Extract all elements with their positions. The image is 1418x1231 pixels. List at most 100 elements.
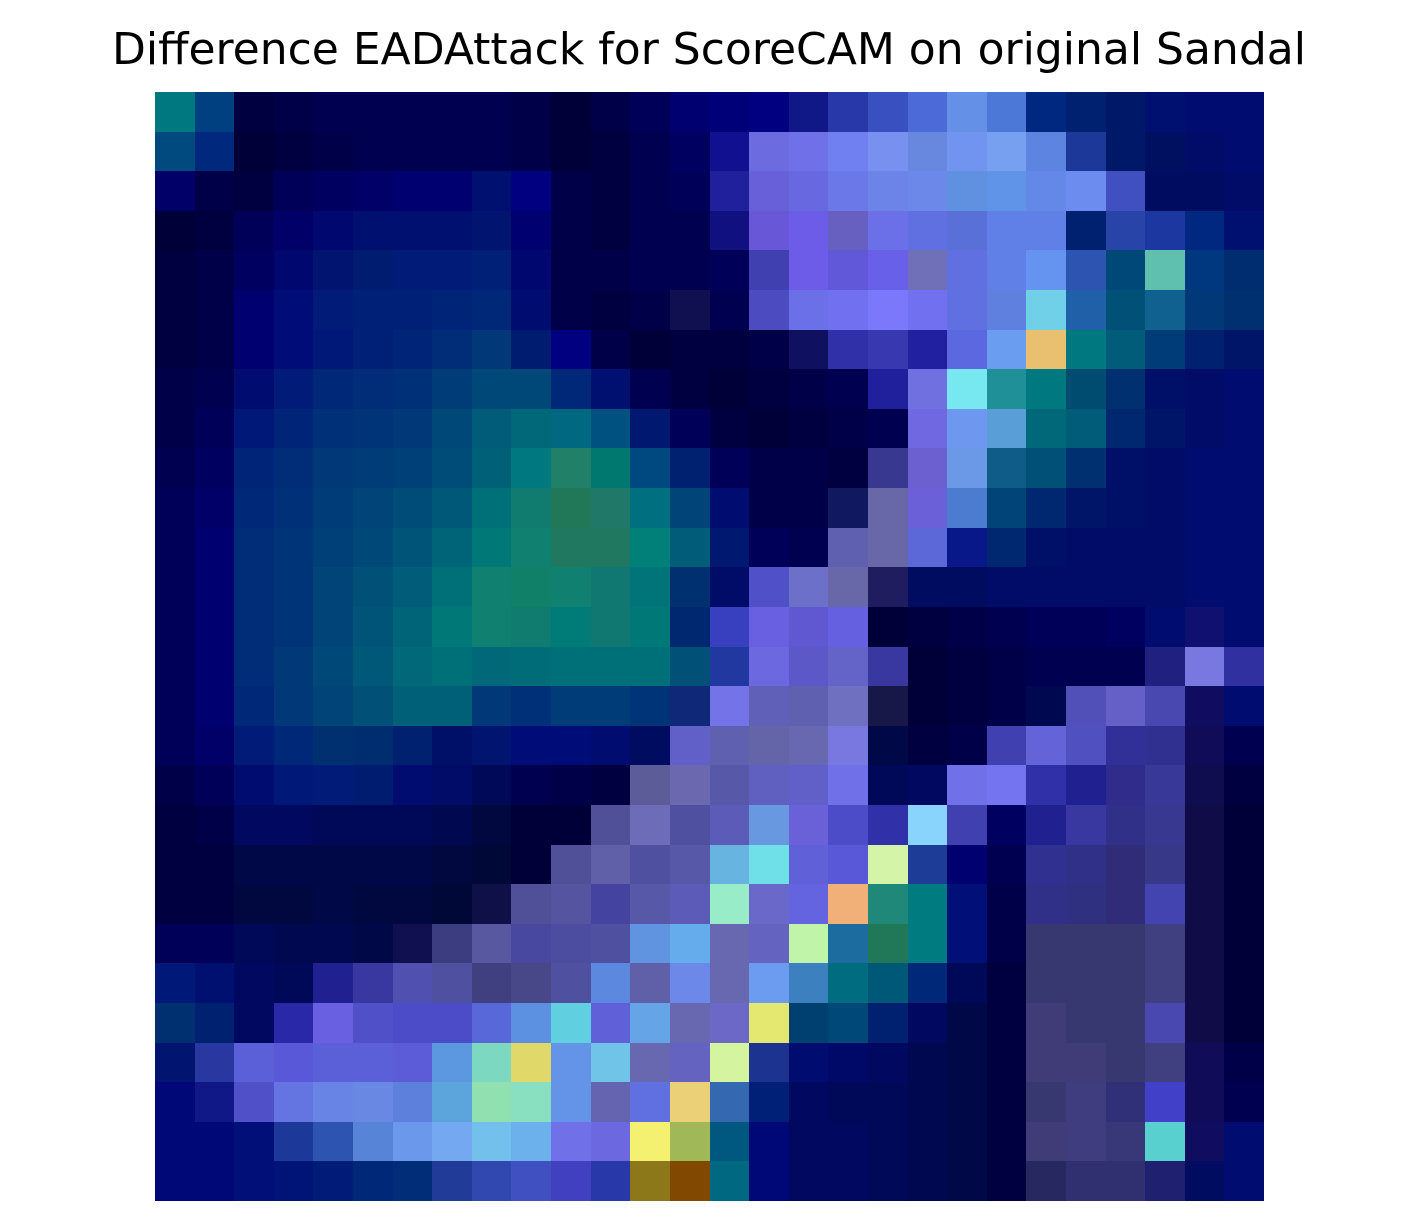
heatmap-cell	[867, 1121, 908, 1162]
heatmap-cell	[471, 765, 512, 805]
heatmap-cell	[867, 606, 908, 647]
heatmap-cell	[749, 884, 789, 924]
heatmap-cell	[1184, 1082, 1225, 1122]
heatmap-cell	[511, 369, 552, 409]
heatmap-cell	[353, 686, 393, 726]
heatmap-cell	[194, 1002, 235, 1043]
heatmap-cell	[669, 1121, 710, 1162]
heatmap-cell	[1026, 567, 1066, 607]
heatmap-cell	[1105, 92, 1146, 132]
heatmap-cell	[353, 448, 393, 489]
heatmap-cell	[986, 408, 1027, 449]
heatmap-cell	[907, 92, 948, 132]
heatmap-cell	[471, 131, 512, 172]
heatmap-cell	[392, 1082, 433, 1122]
heatmap-cell	[273, 408, 314, 449]
heatmap-cell	[1184, 765, 1225, 805]
heatmap-cell	[194, 290, 235, 330]
heatmap-cell	[1065, 1082, 1106, 1122]
heatmap-cell	[273, 210, 314, 251]
heatmap-cell	[551, 210, 591, 251]
heatmap-cell	[194, 725, 235, 766]
heatmap-cell	[828, 1121, 868, 1162]
heatmap-cell	[353, 567, 393, 607]
heatmap-cell	[234, 567, 274, 607]
heatmap-cell	[1145, 210, 1185, 251]
heatmap-cell	[551, 171, 591, 211]
heatmap-cell	[907, 765, 948, 805]
heatmap-cell	[749, 1082, 789, 1122]
heatmap-cell	[630, 329, 670, 370]
heatmap-cell	[947, 963, 987, 1003]
heatmap-cell	[947, 210, 987, 251]
heatmap-cell	[867, 408, 908, 449]
heatmap-cell	[313, 844, 354, 885]
heatmap-cell	[511, 448, 552, 489]
heatmap-cell	[1184, 725, 1225, 766]
heatmap-cell	[1065, 567, 1106, 607]
heatmap-cell	[1026, 408, 1066, 449]
heatmap-cell	[788, 92, 829, 132]
heatmap-cell	[947, 92, 987, 132]
heatmap-cell	[471, 804, 512, 845]
heatmap-cell	[907, 844, 948, 885]
heatmap-cell	[749, 1042, 789, 1083]
heatmap-cell	[234, 1161, 274, 1201]
heatmap-cell	[669, 844, 710, 885]
heatmap-cell	[273, 567, 314, 607]
heatmap-cell	[273, 92, 314, 132]
heatmap-cell	[709, 567, 750, 607]
heatmap-cell	[1026, 210, 1066, 251]
heatmap-cell	[155, 488, 195, 528]
heatmap-cell	[947, 448, 987, 489]
heatmap-cell	[788, 1002, 829, 1043]
heatmap-cell	[155, 923, 195, 964]
heatmap-cell	[788, 171, 829, 211]
heatmap-cell	[1184, 92, 1225, 132]
heatmap-cell	[828, 1002, 868, 1043]
heatmap-cell	[353, 131, 393, 172]
heatmap-cell	[353, 923, 393, 964]
heatmap-cell	[551, 884, 591, 924]
heatmap-cell	[1145, 686, 1185, 726]
heatmap-cell	[669, 1042, 710, 1083]
heatmap-cell	[273, 884, 314, 924]
heatmap-cell	[194, 884, 235, 924]
heatmap-cell	[788, 1042, 829, 1083]
heatmap-cell	[1105, 250, 1146, 291]
heatmap-cell	[749, 369, 789, 409]
heatmap-cell	[155, 210, 195, 251]
heatmap-cell	[709, 1042, 750, 1083]
heatmap-cell	[313, 290, 354, 330]
heatmap-cell	[155, 963, 195, 1003]
heatmap-cell	[630, 408, 670, 449]
heatmap-cell	[1105, 686, 1146, 726]
heatmap-cell	[471, 290, 512, 330]
heatmap-cell	[155, 646, 195, 687]
heatmap-cell	[590, 725, 631, 766]
heatmap-cell	[1065, 765, 1106, 805]
heatmap-cell	[353, 1002, 393, 1043]
heatmap-cell	[709, 290, 750, 330]
heatmap-cell	[590, 606, 631, 647]
heatmap-cell	[1065, 606, 1106, 647]
heatmap-cell	[155, 884, 195, 924]
heatmap-cell	[1224, 369, 1264, 409]
heatmap-cell	[788, 963, 829, 1003]
heatmap-cell	[155, 527, 195, 568]
heatmap-cell	[986, 92, 1027, 132]
heatmap-cell	[353, 1042, 393, 1083]
heatmap-cell	[947, 646, 987, 687]
heatmap-cell	[1184, 567, 1225, 607]
heatmap-cell	[1145, 1161, 1185, 1201]
heatmap-cell	[313, 686, 354, 726]
heatmap-cell	[155, 131, 195, 172]
heatmap-cell	[1065, 1042, 1106, 1083]
heatmap-cell	[709, 963, 750, 1003]
heatmap-cell	[907, 1161, 948, 1201]
heatmap-cell	[1145, 250, 1185, 291]
heatmap-cell	[1105, 765, 1146, 805]
heatmap-cell	[709, 448, 750, 489]
heatmap-cell	[947, 1161, 987, 1201]
heatmap-cell	[867, 527, 908, 568]
